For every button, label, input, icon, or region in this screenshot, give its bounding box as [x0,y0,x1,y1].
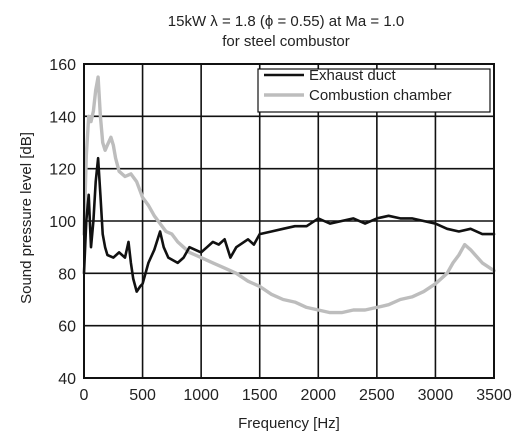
legend-label: Combustion chamber [309,87,452,104]
x-tick-label: 0 [80,387,89,404]
chart-subtitle: for steel combustor [222,33,350,50]
y-tick-label: 160 [49,57,76,74]
x-tick-label: 1000 [183,387,219,404]
y-tick-label: 80 [58,266,76,283]
combustion-chamber-line [82,75,496,315]
y-tick-label: 60 [58,319,76,336]
series-layer [82,75,496,315]
y-tick-label: 140 [49,109,76,126]
legend: Exhaust duct Combustion chamber [257,67,491,113]
y-axis-label: Sound pressure level [dB] [18,132,35,304]
x-tick-label: 2000 [300,387,336,404]
chart-title: 15kW λ = 1.8 (ϕ = 0.55) at Ma = 1.0 [168,13,404,30]
legend-label: Exhaust duct [309,67,397,84]
x-tick-label: 3500 [476,387,512,404]
plot-frame [83,63,495,379]
x-tick-label: 1500 [242,387,278,404]
x-tick-label: 3000 [418,387,454,404]
tick-labels: 0 500 1000 1500 2000 2500 3000 3500 40 60 80 100 120… [49,57,512,404]
x-axis-label: Frequency [Hz] [238,415,340,432]
x-tick-label: 2500 [359,387,395,404]
y-tick-label: 40 [58,371,76,388]
x-tick-label: 500 [129,387,156,404]
y-tick-label: 120 [49,162,76,179]
exhaust-duct-line [82,156,496,293]
y-tick-label: 100 [49,214,76,231]
